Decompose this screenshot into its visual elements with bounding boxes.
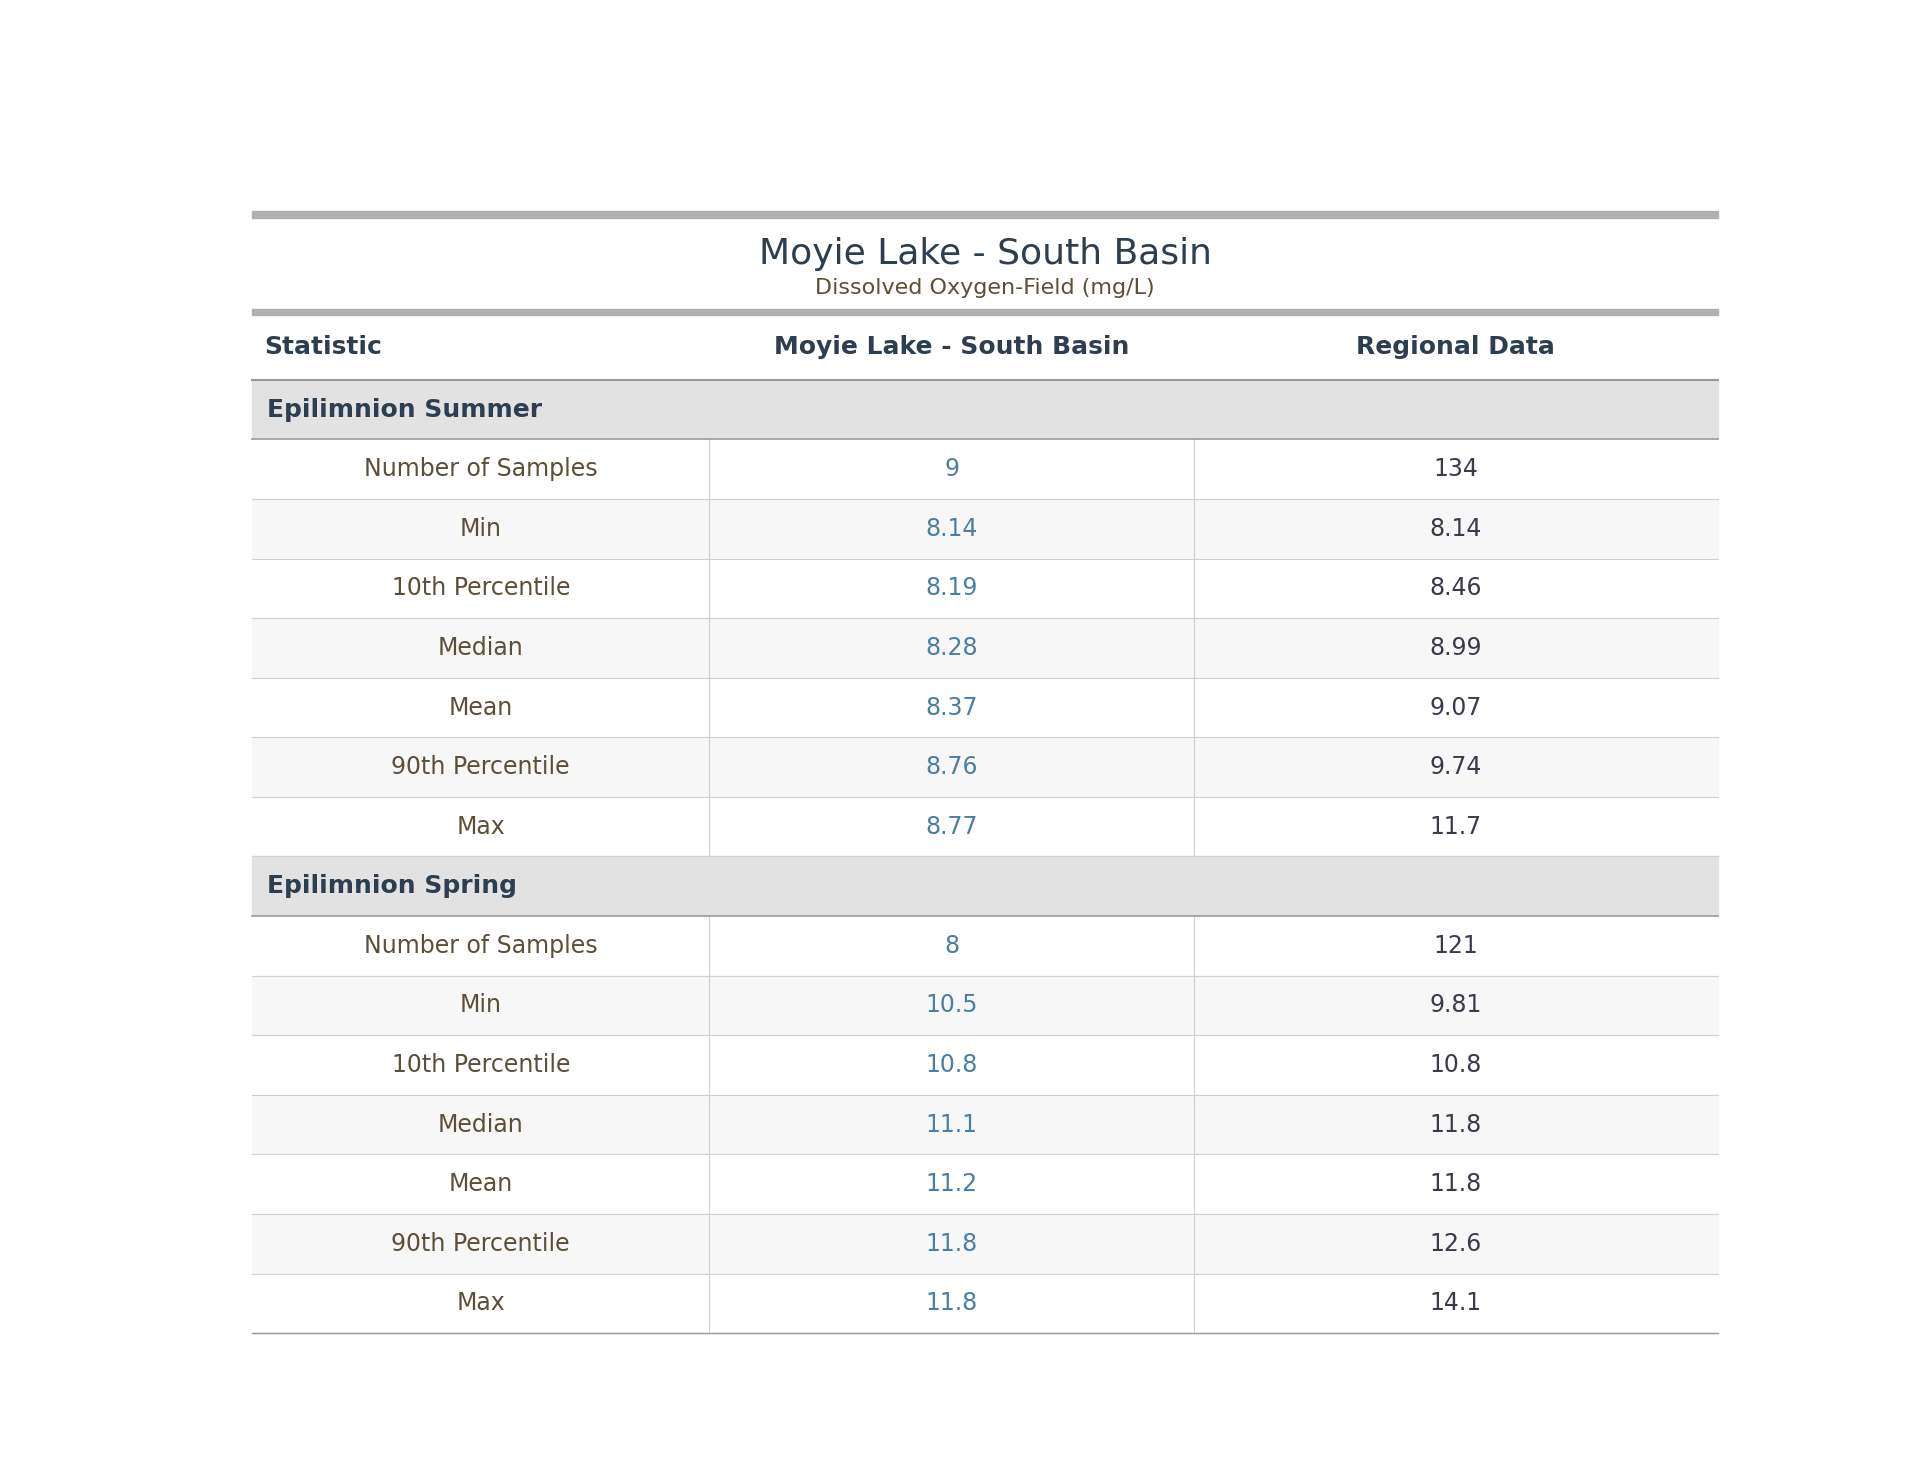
Text: 10.8: 10.8 — [924, 1053, 978, 1077]
Text: 8.14: 8.14 — [1430, 517, 1482, 540]
Text: Moyie Lake - South Basin: Moyie Lake - South Basin — [775, 336, 1130, 359]
Bar — [252, 975, 1718, 1035]
Text: 8.28: 8.28 — [924, 637, 978, 660]
Text: 134: 134 — [1434, 457, 1478, 482]
Text: 8.19: 8.19 — [924, 577, 978, 600]
Bar — [252, 1035, 1718, 1095]
Text: Median: Median — [438, 637, 523, 660]
Text: 8.99: 8.99 — [1430, 637, 1482, 660]
Text: 12.6: 12.6 — [1430, 1232, 1482, 1256]
Text: 10th Percentile: 10th Percentile — [392, 577, 571, 600]
Text: Regional Data: Regional Data — [1357, 336, 1555, 359]
Text: 9.74: 9.74 — [1430, 755, 1482, 780]
Text: Epilimnion Summer: Epilimnion Summer — [267, 397, 542, 422]
Text: 11.8: 11.8 — [1430, 1113, 1482, 1136]
Text: Number of Samples: Number of Samples — [363, 934, 598, 958]
Text: 11.8: 11.8 — [924, 1232, 978, 1256]
Text: Max: Max — [456, 1291, 505, 1315]
Text: Moyie Lake - South Basin: Moyie Lake - South Basin — [759, 237, 1211, 272]
Text: Dissolved Oxygen-Field (mg/L): Dissolved Oxygen-Field (mg/L) — [815, 277, 1155, 298]
Text: 8.37: 8.37 — [924, 695, 978, 720]
Bar — [252, 618, 1718, 677]
Text: 8.76: 8.76 — [924, 755, 978, 780]
Text: Statistic: Statistic — [263, 336, 382, 359]
Text: 9.81: 9.81 — [1430, 993, 1482, 1018]
Text: Min: Min — [459, 993, 502, 1018]
Bar — [252, 314, 1718, 380]
Text: 8: 8 — [944, 934, 959, 958]
Bar — [252, 1273, 1718, 1333]
Bar — [252, 1095, 1718, 1155]
Bar — [252, 439, 1718, 499]
Bar — [252, 1213, 1718, 1273]
Text: 11.2: 11.2 — [926, 1172, 978, 1196]
Bar — [252, 915, 1718, 975]
Text: 10th Percentile: 10th Percentile — [392, 1053, 571, 1077]
Text: 11.1: 11.1 — [926, 1113, 978, 1136]
Text: Mean: Mean — [448, 695, 513, 720]
Text: Mean: Mean — [448, 1172, 513, 1196]
Bar — [252, 677, 1718, 737]
Text: Number of Samples: Number of Samples — [363, 457, 598, 482]
Text: 90th Percentile: 90th Percentile — [392, 1232, 571, 1256]
Text: 11.8: 11.8 — [924, 1291, 978, 1315]
Text: Epilimnion Spring: Epilimnion Spring — [267, 875, 517, 898]
Text: 121: 121 — [1434, 934, 1478, 958]
Bar — [252, 1155, 1718, 1213]
Bar — [252, 737, 1718, 797]
Text: 11.7: 11.7 — [1430, 815, 1482, 838]
Text: 8.14: 8.14 — [924, 517, 978, 540]
Bar — [252, 499, 1718, 559]
Text: Min: Min — [459, 517, 502, 540]
Bar — [252, 857, 1718, 915]
Text: 90th Percentile: 90th Percentile — [392, 755, 571, 780]
Text: Median: Median — [438, 1113, 523, 1136]
Bar — [252, 559, 1718, 618]
Text: 10.8: 10.8 — [1430, 1053, 1482, 1077]
Bar — [252, 797, 1718, 857]
Text: 8.77: 8.77 — [924, 815, 978, 838]
Bar — [252, 212, 1718, 218]
Text: 9.07: 9.07 — [1430, 695, 1482, 720]
Bar — [252, 310, 1718, 314]
Text: 8.46: 8.46 — [1430, 577, 1482, 600]
Text: 10.5: 10.5 — [924, 993, 978, 1018]
Text: 9: 9 — [944, 457, 959, 482]
Text: 14.1: 14.1 — [1430, 1291, 1482, 1315]
Bar — [252, 380, 1718, 439]
Text: Max: Max — [456, 815, 505, 838]
Text: 11.8: 11.8 — [1430, 1172, 1482, 1196]
